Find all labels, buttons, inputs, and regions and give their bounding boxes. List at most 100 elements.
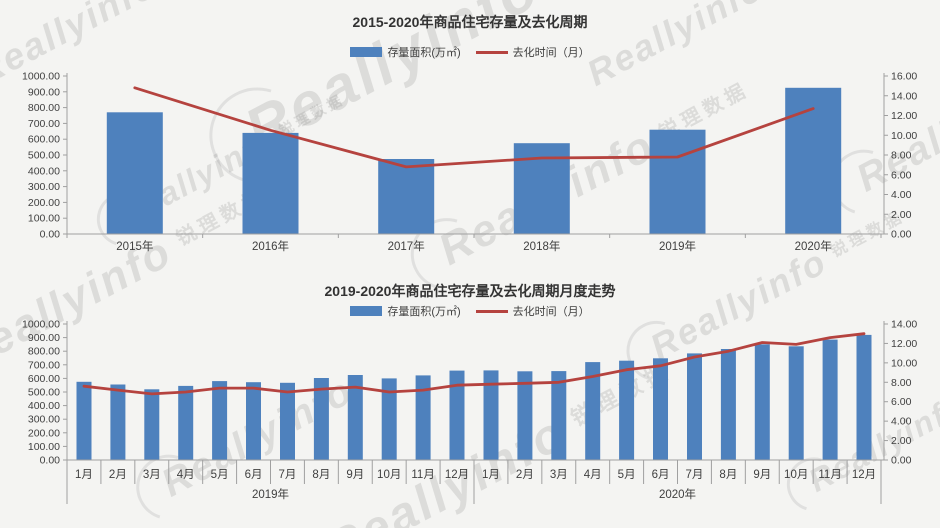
month-label: 12月 [852,469,876,481]
axis-label: 6.00 [891,169,912,181]
month-label: 8月 [312,469,330,481]
axis-label: 900.00 [28,332,60,344]
axis-label: 900.00 [28,86,60,98]
inventory-bar [720,349,736,460]
year-group-label: 2020年 [659,487,696,501]
category-label: 2015年 [116,239,153,253]
inventory-bar [517,371,533,460]
month-label: 11月 [818,469,841,481]
inventory-bar [106,112,163,234]
inventory-bar [483,370,499,460]
month-label: 12月 [445,469,469,481]
inventory-bar [144,389,160,460]
x-axis: 2015年 2016年 2017年 2018年 2019年 2020年 [66,233,884,253]
category-label: 2016年 [252,239,289,253]
axis-label: 500.00 [28,150,60,162]
axis-label: 4.00 [891,416,912,428]
axis-label: 2.00 [891,209,912,221]
destock-series-label: 去化时间（月） [512,306,590,318]
month-label: 1月 [482,469,500,481]
annual-chart-legend: 存量面积(万㎡) 去化时间（月） [0,44,940,60]
axis-label: 8.00 [891,150,912,162]
inventory-bar [246,382,261,460]
inventory-bar [649,129,706,234]
inventory-bar [788,346,804,460]
inventory-bar [280,382,295,460]
axis-label: 16.00 [891,71,917,83]
axis-label: 0.00 [891,229,912,241]
month-label: 6月 [652,469,670,481]
destock-time-line [82,332,866,396]
inventory-bar [653,358,668,460]
axis-label: 700.00 [28,118,60,130]
month-label: 2月 [109,469,127,481]
monthly-chart-legend: 存量面积(万㎡) 去化时间（月） [0,303,940,319]
axis-label: 10.00 [891,130,917,142]
axis-label: 12.00 [891,338,917,350]
axis-label: 2.00 [891,435,912,447]
annual-chart-title: 2015-2020年商品住宅存量及去化周期 [352,14,588,30]
axis-label: 600.00 [28,373,60,385]
month-label: 3月 [143,469,161,481]
month-label: 7月 [686,469,704,481]
axis-label: 1000.00 [22,320,60,331]
axis-label: 800.00 [28,102,60,114]
month-label: 8月 [719,469,737,481]
month-label: 1月 [75,469,93,481]
inventory-series-label: 存量面积(万㎡) [387,306,461,318]
axis-label: 100.00 [28,213,60,225]
bar-series [76,334,872,460]
annual-chart-plot: 0.00 100.00 200.00 300.00 400.00 500.00 600.00… [22,71,917,254]
axis-label: 600.00 [28,134,60,146]
month-label: 9月 [753,469,771,481]
axis-label: 400.00 [28,400,60,412]
right-axis: 0.00 2.00 4.00 6.00 8.00 10.00 12.00 14.00 16.00 [883,71,917,241]
axis-label: 300.00 [28,414,60,426]
bar-series [106,87,842,234]
axis-label: 0.00 [40,455,61,467]
month-label: 11月 [411,469,434,481]
axis-label: 1000.00 [22,71,60,83]
month-label: 3月 [550,469,568,481]
month-label: 10月 [377,469,401,481]
axis-label: 500.00 [28,387,60,399]
destock-line-swatch [475,50,508,54]
axis-label: 100.00 [28,441,60,453]
destock-series-label: 去化时间（月） [512,47,590,59]
destock-line-swatch [475,309,508,313]
axis-label: 8.00 [891,377,912,389]
inventory-bar [378,159,435,234]
axis-label: 14.00 [891,320,917,331]
inventory-bar [313,378,329,460]
inventory-bar [585,362,601,460]
axis-label: 4.00 [891,189,912,201]
inventory-bar [551,371,567,460]
axis-label: 12.00 [891,110,917,122]
axis-label: 6.00 [891,396,912,408]
inventory-bar [785,87,842,234]
inventory-bar [76,381,92,460]
axis-label: 300.00 [28,181,60,193]
inventory-bar [242,132,299,234]
inventory-bar [347,375,363,460]
category-label: 2020年 [795,239,832,253]
inventory-bar-swatch [350,306,383,316]
month-label: 5月 [618,469,636,481]
category-label: 2019年 [659,239,696,253]
inventory-bar [619,360,635,460]
inventory-bar [687,353,702,460]
year-group-label: 2019年 [252,487,289,501]
month-label: 9月 [346,469,364,481]
monthly-chart-title: 2019-2020年商品住宅存量及去化周期月度走势 [324,283,616,299]
month-label: 4月 [584,469,602,481]
inventory-bar-swatch [350,47,383,57]
destock-time-line [133,86,815,169]
axis-label: 200.00 [28,197,60,209]
axis-label: 14.00 [891,90,917,102]
right-axis: 0.00 2.00 4.00 6.00 8.00 10.00 12.00 14.00 [883,320,917,467]
inventory-bar [449,370,465,460]
x-axis: 1月 2月 3月 4月 5月 6月 7月 8月 9月 10月 11月 12月 1月 2月 3月 4月 5月 6月 7… [66,459,884,504]
